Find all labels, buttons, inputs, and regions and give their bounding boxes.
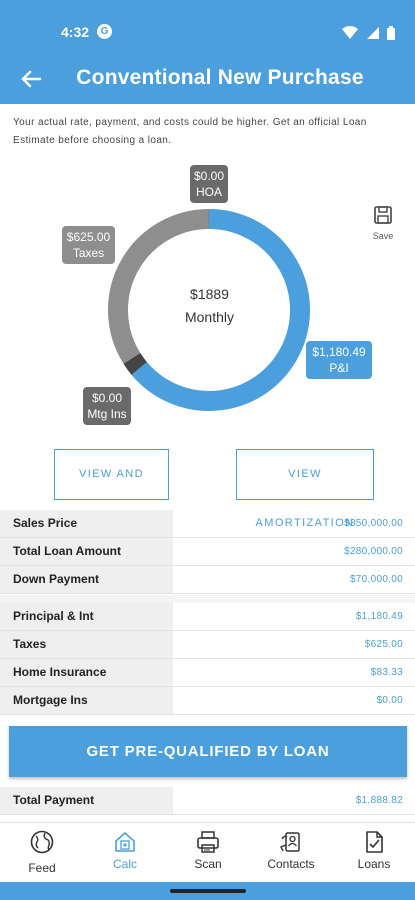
table-row: Home Insurance $83.33 (0, 659, 415, 687)
loans-document-icon (366, 831, 383, 853)
nav-label: Loans (357, 857, 391, 871)
contacts-icon (280, 832, 300, 852)
get-pre-qualified-button[interactable]: GET PRE-QUALIFIED BY LOAN (9, 726, 407, 777)
payment-donut-chart: $1889 Monthly $0.00 HOA $625.00 Taxes $0… (0, 155, 415, 445)
wifi-icon (342, 25, 359, 39)
calculator-home-icon (115, 832, 135, 852)
section-divider (0, 595, 415, 603)
donut-svg (108, 209, 310, 411)
status-bar: 4:32 G (0, 0, 415, 56)
row-value: $1,888.82 (355, 795, 403, 806)
table-row: Taxes $625.00 (0, 631, 415, 659)
save-button[interactable]: Save (366, 205, 400, 245)
scanner-icon (197, 831, 219, 853)
taxes-label: Taxes (72, 246, 105, 260)
arrow-left-icon (21, 70, 42, 88)
taxes-value: $625.00 (66, 230, 111, 244)
nav-loans[interactable]: Loans (339, 829, 409, 881)
table-row: Mortgage Ins $0.00 (0, 687, 415, 715)
pi-label: P&I (329, 361, 349, 375)
chart-center-amount: $1889 (190, 286, 229, 302)
system-nav-bar (0, 882, 415, 900)
table-row: Down Payment $70,000.00 (0, 566, 415, 594)
table-row: Total Loan Amount $280,000.00 (0, 538, 415, 566)
view-and-share-button[interactable]: VIEW AND SHARE (54, 449, 169, 529)
app-header: 4:32 G Conventional New Purchase (0, 0, 415, 104)
donut-slice-taxes (108, 209, 209, 364)
signal-icon (366, 26, 379, 39)
row-value: $1,180.49 (355, 611, 403, 622)
globe-icon (30, 830, 54, 854)
view-amortization-button[interactable]: VIEW AMORTIZATION (236, 449, 374, 529)
total-payment-table: Total Payment $1,888.82 (0, 787, 415, 815)
nav-label: Calc (112, 857, 137, 871)
donut-slice-mtg-ins (123, 352, 147, 375)
save-label: Save (372, 231, 394, 241)
row-value: $0.00 (376, 695, 403, 706)
mtg-ins-label: Mtg Ins (87, 407, 127, 421)
pi-tag: $1,180.49 P&I (306, 341, 372, 379)
donut-slice-p-i (131, 209, 310, 411)
chart-center-label: Monthly (184, 309, 235, 325)
page-title: Conventional New Purchase (76, 66, 364, 89)
pi-value: $1,180.49 (312, 345, 366, 359)
table-row: Total Payment $1,888.82 (0, 787, 415, 815)
row-value: $625.00 (364, 639, 403, 650)
row-label: Total Loan Amount (0, 538, 173, 565)
nav-calc[interactable]: Calc (90, 829, 160, 881)
row-label: Down Payment (0, 566, 173, 593)
nav-label: Scan (194, 857, 222, 871)
table-row: Sales Price $350,000.00 (0, 510, 415, 538)
row-value: $350,000.00 (344, 518, 403, 529)
mtg-ins-tag: $0.00 Mtg Ins (83, 387, 131, 425)
status-time: 4:32 (61, 24, 90, 40)
row-value: $70,000.00 (349, 574, 403, 585)
row-value: $280,000.00 (344, 546, 403, 557)
disclaimer-text: Your actual rate, payment, and costs cou… (13, 117, 367, 146)
row-label: Sales Price (0, 510, 173, 537)
row-value: $83.33 (370, 667, 403, 678)
nav-label: Feed (28, 861, 56, 875)
nav-scan[interactable]: Scan (173, 829, 243, 881)
back-button[interactable] (16, 64, 46, 94)
hoa-tag: $0.00 HOA (190, 165, 228, 203)
floppy-disk-icon (374, 206, 392, 224)
nav-contacts[interactable]: Contacts (256, 829, 326, 881)
row-label: Principal & Int (0, 603, 173, 630)
table-row: Principal & Int $1,180.49 (0, 603, 415, 631)
row-label: Mortgage Ins (0, 687, 173, 714)
mtg-ins-value: $0.00 (91, 391, 123, 405)
hoa-value: $0.00 (194, 169, 225, 183)
nav-feed[interactable]: Feed (7, 829, 77, 881)
app-notification-icon: G (97, 24, 112, 39)
row-label: Taxes (0, 631, 173, 658)
row-label: Home Insurance (0, 659, 173, 686)
bottom-nav: Feed Calc Scan Contacts (0, 822, 415, 882)
home-indicator[interactable] (170, 889, 246, 893)
hoa-label: HOA (195, 185, 222, 199)
payment-breakdown-table: Principal & Int $1,180.49 Taxes $625.00 … (0, 603, 415, 715)
nav-label: Contacts (267, 857, 315, 871)
status-icons (338, 24, 395, 40)
taxes-tag: $625.00 Taxes (62, 226, 115, 264)
loan-summary-table: Sales Price $350,000.00 Total Loan Amoun… (0, 510, 415, 594)
row-label: Total Payment (0, 787, 173, 814)
battery-icon (387, 25, 395, 40)
